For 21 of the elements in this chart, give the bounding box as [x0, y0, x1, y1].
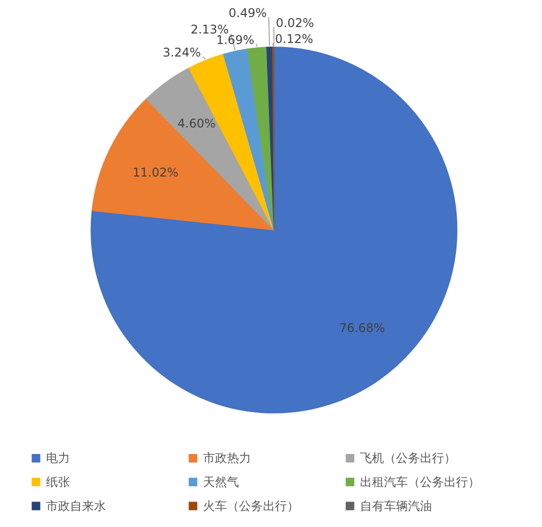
pie-slice	[90, 46, 458, 414]
legend-label: 火车（公务出行）	[203, 499, 299, 513]
pie-slice	[92, 98, 274, 230]
data-label: 11.02%	[132, 165, 178, 180]
legend-label: 电力	[46, 451, 70, 466]
legend-label: 市政热力	[203, 451, 251, 466]
data-label: 1.69%	[216, 32, 254, 47]
data-label: 76.68%	[339, 320, 385, 335]
legend-label: 飞机（公务出行）	[360, 451, 456, 466]
data-label: 0.12%	[275, 32, 314, 46]
data-label: 3.24%	[162, 46, 201, 60]
legend-label: 市政自来水	[46, 499, 106, 513]
legend-label: 纸张	[46, 475, 70, 489]
legend-label: 自有车辆汽油	[360, 499, 432, 513]
pie-slice	[247, 46, 274, 230]
legend-label: 天然气	[203, 475, 239, 489]
data-label: 0.49%	[228, 6, 267, 20]
data-label: 4.60%	[178, 116, 216, 130]
data-label: 0.02%	[276, 16, 314, 30]
legend-label: 出租汽车（公务出行）	[360, 475, 480, 489]
pie-slice	[223, 48, 274, 230]
